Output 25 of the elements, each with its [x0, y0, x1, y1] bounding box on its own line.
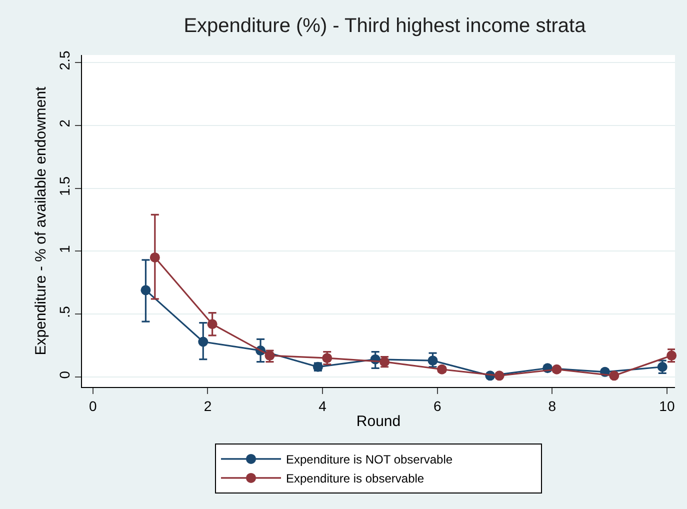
y-tick-label: .5: [56, 306, 72, 318]
x-tick-label: 6: [433, 398, 442, 414]
y-axis-title: Expenditure - % of available endowment: [32, 86, 50, 356]
point: [494, 370, 504, 381]
point: [428, 356, 438, 366]
chart-title: Expenditure (%) - Third highest income strata: [184, 14, 587, 37]
point: [207, 319, 218, 330]
y-tick-label: 1: [56, 244, 72, 253]
y-tick-label: 2.5: [56, 50, 72, 70]
x-tick-label: 4: [318, 398, 327, 414]
y-tick-label: 2: [56, 119, 72, 128]
point: [552, 364, 562, 374]
x-axis-title: Round: [356, 412, 401, 430]
y-tick-label: 0: [56, 370, 72, 379]
x-tick-label: 10: [659, 398, 675, 414]
point: [150, 252, 160, 262]
x-tick-label: 8: [548, 398, 556, 414]
point: [198, 336, 208, 347]
x-tick-label: 2: [204, 398, 212, 414]
y-tick-label: 1.5: [56, 176, 72, 196]
point: [140, 285, 151, 296]
legend-label: Expenditure is observable: [286, 472, 424, 486]
point: [609, 370, 620, 381]
x-tick-label: 0: [89, 398, 98, 414]
legend-label: Expenditure is NOT observable: [286, 452, 453, 467]
